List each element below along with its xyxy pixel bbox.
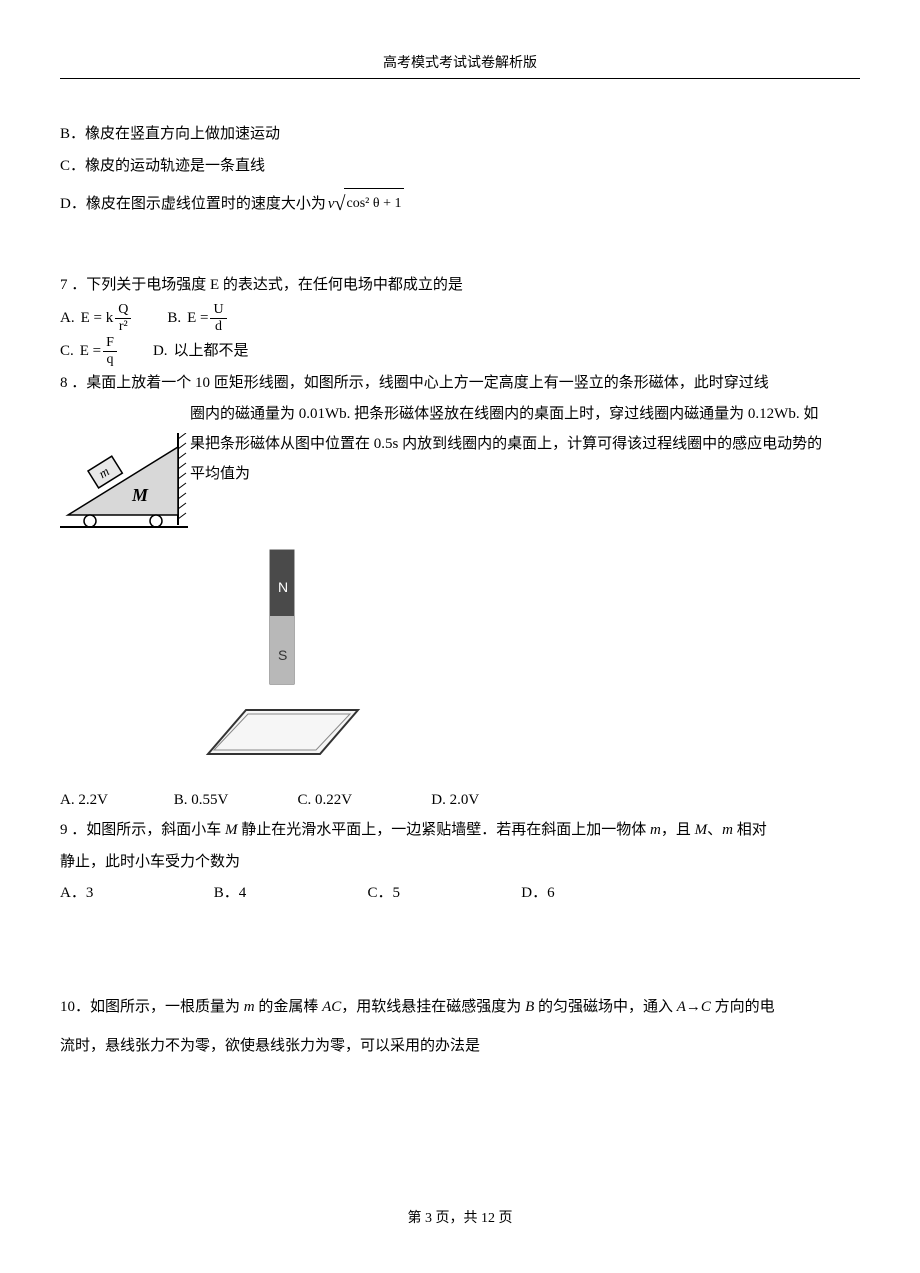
footer-cur: 3 (425, 1211, 432, 1226)
q7-d-label: D. (153, 335, 168, 368)
q9-mid3: 、 (707, 822, 722, 838)
fraction-icon: U d (210, 302, 226, 334)
page-root: 高考模式考试试卷解析版 B．橡皮在竖直方向上做加速运动 C．橡皮的运动轨迹是一条… (0, 0, 920, 1273)
footer-total: 12 (481, 1211, 495, 1226)
q8-opt-c: C. 0.22V (298, 785, 428, 815)
q6-d-prefix: D．橡皮在图示虚线位置时的速度大小为 (60, 188, 326, 221)
q9-mid1: 静止在光滑水平面上，一边紧贴墙壁．若再在斜面上加一物体 (238, 822, 651, 838)
q7-c-num: F (103, 335, 117, 351)
q7-c-lhs: E = (80, 335, 101, 368)
q10-stem-l2: 流时，悬线张力不为零，欲使悬线张力为零，可以采用的办法是 (60, 1027, 860, 1066)
footer-post: 页 (495, 1211, 513, 1226)
q9-options: A．3 B．4 C．5 D．6 (60, 878, 860, 908)
q7-c-formula: E = F q (80, 335, 119, 368)
q9-opt-d: D．6 (521, 878, 554, 908)
q10-mid4: 方向的电 (711, 999, 775, 1015)
q6-option-c: C．橡皮的运动轨迹是一条直线 (60, 151, 860, 183)
q9-m: m (650, 822, 661, 838)
q6-d-formula: v √ cos² θ + 1 (328, 182, 405, 226)
q9-M1: M (225, 822, 238, 838)
magnet-coil-figure-icon: N S (190, 544, 370, 774)
q6-d-var: v (328, 188, 335, 221)
q8-opt-d: D. 2.0V (431, 785, 479, 815)
q7-c-den: q (104, 352, 117, 367)
q9-mid2: ，且 (661, 822, 695, 838)
q7-d-text: 以上都不是 (174, 335, 249, 368)
q9-M2: M (695, 822, 708, 838)
q8-stem-l3: 果把条形磁体从图中位置在 0.5s 内放到线圈内的桌面上，计算可得该过程线圈中的… (190, 429, 860, 459)
q9-opt-b: B．4 (214, 878, 364, 908)
q8-opt-b: B. 0.55V (174, 785, 294, 815)
incline-figure-icon: M m (60, 433, 188, 533)
q8-fig-M-label: M (131, 485, 149, 505)
q8-wrap: M m 圈内的磁通量为 0.01Wb. 把条形磁体竖放在线圈内的桌面上时，穿过线… (60, 399, 860, 538)
q10-m: m (244, 999, 255, 1015)
q9-opt-c: C．5 (368, 878, 518, 908)
q8-body: 圈内的磁通量为 0.01Wb. 把条形磁体竖放在线圈内的桌面上时，穿过线圈内磁通… (190, 399, 860, 489)
fraction-icon: Q r² (115, 302, 131, 334)
magnet-s-label: S (278, 647, 287, 663)
q9-opt-a: A．3 (60, 878, 210, 908)
q8-center-figure: N S (190, 544, 860, 779)
q9-m2: m (722, 822, 733, 838)
header-title-text: 高考模式考试试卷解析版 (383, 56, 537, 71)
q7-b-formula: E = U d (187, 302, 229, 335)
footer-mid: 页，共 (432, 1211, 481, 1226)
q8-left-figure: M m (60, 399, 190, 538)
q7-b-lhs: E = (187, 302, 208, 335)
q7-a-num: Q (115, 302, 131, 318)
q10-B: B (525, 999, 534, 1015)
q7-a-label: A. (60, 302, 75, 335)
q6-option-d: D．橡皮在图示虚线位置时的速度大小为 v √ cos² θ + 1 (60, 182, 860, 226)
q6-option-b: B．橡皮在竖直方向上做加速运动 (60, 119, 860, 151)
q9-stem-l1: 9 ．如图所示，斜面小车 M 静止在光滑水平面上，一边紧贴墙壁．若再在斜面上加一… (60, 815, 860, 847)
q10-prefix: 10．如图所示，一根质量为 (60, 999, 244, 1015)
magnet-n-label: N (278, 579, 288, 595)
q7-stem: 7 ．下列关于电场强度 E 的表达式，在任何电场中都成立的是 (60, 270, 860, 302)
q10-mid1: 的金属棒 (255, 999, 323, 1015)
spacer (60, 226, 860, 270)
q8-stem-l1: 8 ．桌面上放着一个 10 匝矩形线圈，如图所示，线圈中心上方一定高度上有一竖立… (60, 368, 860, 400)
q10-mid2: ，用软线悬挂在磁感强度为 (341, 999, 525, 1015)
q7-b-den: d (212, 319, 225, 334)
q10-AC: AC (322, 999, 341, 1015)
q6-d-inner: cos² θ + 1 (344, 188, 405, 220)
footer-pre: 第 (408, 1211, 426, 1226)
q7-c-label: C. (60, 335, 74, 368)
q7-row1: A. E = k Q r² B. E = U d (60, 302, 860, 335)
sqrt-icon: √ cos² θ + 1 (335, 182, 405, 226)
page-header: 高考模式考试试卷解析版 (60, 52, 860, 79)
q9-prefix: 9 ．如图所示，斜面小车 (60, 822, 225, 838)
q7-a-formula: E = k Q r² (81, 302, 134, 335)
q7-a-den: r² (116, 319, 131, 334)
q7-b-num: U (210, 302, 226, 318)
q9-mid4: 相对 (733, 822, 767, 838)
q10-AtoC: A→C (677, 999, 711, 1015)
q10-stem-l1: 10．如图所示，一根质量为 m 的金属棒 AC，用软线悬挂在磁感强度为 B 的匀… (60, 988, 860, 1027)
q10-mid3: 的匀强磁场中，通入 (534, 999, 677, 1015)
q9-stem-l2: 静止，此时小车受力个数为 (60, 847, 860, 879)
q7-b-label: B. (167, 302, 181, 335)
fraction-icon: F q (103, 335, 117, 367)
q7-row2: C. E = F q D. 以上都不是 (60, 335, 860, 368)
page-footer: 第 3 页，共 12 页 (0, 1207, 920, 1227)
spacer (60, 908, 860, 988)
q8-stem-l4: 平均值为 (190, 459, 860, 489)
q8-stem-l2: 圈内的磁通量为 0.01Wb. 把条形磁体竖放在线圈内的桌面上时，穿过线圈内磁通… (190, 399, 860, 429)
q8-options: A. 2.2V B. 0.55V C. 0.22V D. 2.0V (60, 785, 860, 815)
q7-a-lhs: E = k (81, 302, 114, 335)
q8-opt-a: A. 2.2V (60, 785, 170, 815)
